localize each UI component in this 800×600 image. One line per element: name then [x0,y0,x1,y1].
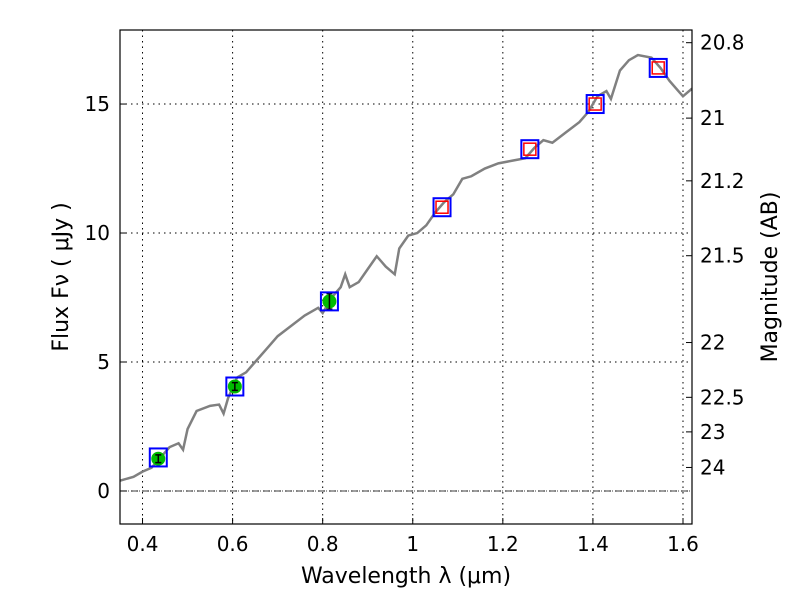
right-tick-label: 21 [700,106,725,130]
x-tick-label: 1.6 [667,532,699,556]
ticks: 0.4 0.6 0.8 1 1.2 1.4 1.6 0 5 10 15 20.8 21 21.2 21.5 2… [85,31,745,556]
x-tick-label: 0.8 [307,532,339,556]
error-bar [231,381,238,392]
right-tick-label: 21.2 [700,169,745,193]
model-point [585,94,605,115]
spectrum-line [120,53,692,482]
x-tick-label: 1 [406,532,419,556]
right-axis-label: Magnitude (AB) [758,192,783,363]
error-bar [326,292,333,310]
marks [120,53,692,492]
model-point [520,139,540,160]
unconstrained-point [523,142,537,156]
right-tick-label: 20.8 [700,31,745,55]
y-axis-label: Flux Fν ( μJy ) [49,202,74,351]
unconstrained-point [588,97,602,111]
right-tick-label: 23 [700,420,725,444]
grid [120,30,692,524]
y-tick-label: 5 [97,350,110,374]
right-tick-label: 24 [700,455,725,479]
unconstrained-point [435,200,449,214]
right-tick-label: 22 [700,331,725,355]
model-point [225,376,245,397]
y-tick-label: 10 [85,221,110,245]
y-tick-label: 15 [85,92,110,116]
x-axis-label: Wavelength λ (μm) [301,564,511,589]
model-point [148,447,168,468]
x-tick-label: 0.6 [217,532,249,556]
plot-frame [119,29,693,525]
error-bar [155,454,162,464]
y-tick-label: 0 [97,479,110,503]
unconstrained-point [651,61,665,75]
right-tick-label: 22.5 [700,385,745,409]
model-point [648,57,668,78]
model-point [319,291,339,312]
x-tick-label: 1.2 [487,532,519,556]
x-tick-label: 1.4 [577,532,609,556]
right-tick-label: 21.5 [700,244,745,268]
model-point [432,197,452,218]
x-tick-label: 0.4 [127,532,159,556]
